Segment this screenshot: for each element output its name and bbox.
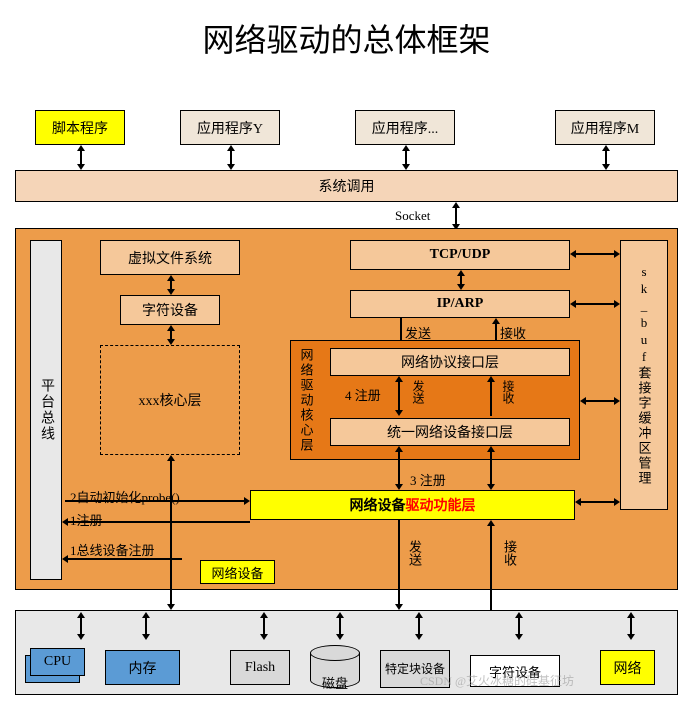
arrow-unified-driver-l — [393, 446, 405, 490]
label-recv-2: 接收 — [500, 380, 517, 404]
label-recv-3: 接收 — [500, 540, 519, 566]
label-reg4: 4 注册 — [345, 385, 381, 404]
arrow-unified-driver-r — [485, 446, 497, 490]
box-disk: 磁盘 — [310, 645, 360, 693]
label-send-2: 发送 — [410, 380, 427, 404]
box-unified-iface: 统一网络设备接口层 — [330, 418, 570, 446]
watermark: CSDN @艾火冰糖的硅基征坊 — [420, 672, 574, 689]
box-platform-bus: 平台总线 — [30, 240, 62, 580]
box-vfs: 虚拟文件系统 — [100, 240, 240, 275]
arrow-hw-4 — [334, 612, 346, 640]
box-net-hw: 网络 — [600, 650, 655, 685]
box-skbuf: sk_buf套接字缓冲区管理 — [620, 240, 668, 510]
arrow-ip-skbuf — [570, 298, 620, 310]
label-send-1: 发送 — [405, 323, 431, 342]
arrow-hw-7 — [625, 612, 637, 640]
box-syscall: 系统调用 — [15, 170, 678, 202]
box-mem: 内存 — [105, 650, 180, 685]
arrow-vfs-char — [165, 275, 177, 295]
box-appDots: 应用程序... — [355, 110, 455, 145]
box-tcp-udp: TCP/UDP — [350, 240, 570, 270]
arrow-hw-2 — [140, 612, 152, 640]
diagram-title: 网络驱动的总体框架 — [0, 15, 693, 61]
label-reg3: 3 注册 — [410, 470, 446, 489]
box-driver-layer: 网络设备驱动功能层 — [250, 490, 575, 520]
label-probe2: 2自动初始化probe() — [70, 487, 180, 506]
label-socket: Socket — [395, 208, 430, 224]
arrow-driver-hw-recv — [485, 520, 497, 610]
box-net-core-label: 网络驱动核心层 — [292, 342, 320, 458]
label-reg1: 1注册 — [70, 510, 103, 529]
box-net-dev-label: 网络设备 — [200, 560, 275, 584]
arrow-appDots-syscall — [400, 145, 412, 170]
label-recv-1: 接收 — [500, 323, 526, 342]
box-appM: 应用程序M — [555, 110, 655, 145]
arrow-driver-hw-send — [393, 520, 405, 610]
arrow-reg4 — [393, 376, 405, 416]
box-char-dev: 字符设备 — [120, 295, 220, 325]
arrow-socket — [450, 202, 462, 230]
label-send-3: 发送 — [405, 540, 424, 566]
label-bus-reg: 1总线设备注册 — [70, 540, 155, 559]
arrow-tcp-ip — [455, 270, 467, 290]
arrow-tcp-skbuf — [570, 248, 620, 260]
arrow-driver-skbuf — [575, 496, 620, 508]
box-cpu: CPU — [30, 648, 85, 676]
arrow-script-syscall — [75, 145, 87, 170]
arrow-hw-1 — [75, 612, 87, 640]
arrow-appY-syscall — [225, 145, 237, 170]
box-ip-arp: IP/ARP — [350, 290, 570, 318]
arrow-hw-6 — [513, 612, 525, 640]
box-flash: Flash — [230, 650, 290, 685]
box-appY: 应用程序Y — [180, 110, 280, 145]
arrow-core-skbuf — [580, 395, 620, 407]
arrow-appM-syscall — [600, 145, 612, 170]
arrow-xxx-hw — [165, 455, 177, 610]
arrow-char-xxx — [165, 325, 177, 345]
arrow-recv-2 — [485, 376, 497, 416]
box-script: 脚本程序 — [35, 110, 125, 145]
box-xxx-core: xxx核心层 — [100, 345, 240, 455]
box-proto-iface: 网络协议接口层 — [330, 348, 570, 376]
arrow-hw-5 — [413, 612, 425, 640]
arrow-hw-3 — [258, 612, 270, 640]
